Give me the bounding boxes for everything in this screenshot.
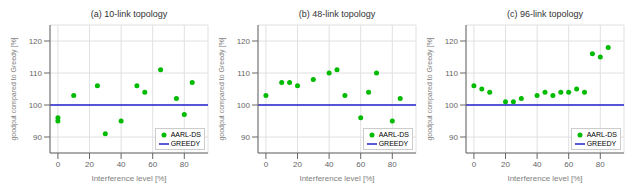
svg-text:100: 100	[237, 101, 251, 110]
html-text:AARL-DS: AARL-DS	[586, 131, 617, 138]
html-text:GREEDY: GREEDY	[170, 140, 201, 147]
svg-text:120: 120	[237, 37, 251, 46]
svg-text:120: 120	[445, 37, 459, 46]
svg-text:110: 110	[237, 69, 250, 78]
svg-text:goodput compared to Greedy [%]: goodput compared to Greedy [%]	[426, 37, 434, 140]
svg-text:60: 60	[564, 160, 573, 169]
svg-text:110: 110	[445, 69, 458, 78]
html-text:GREEDY: GREEDY	[586, 140, 617, 147]
svg-text:90: 90	[241, 133, 250, 142]
svg-text:0: 0	[56, 160, 61, 169]
svg-text:100: 100	[29, 101, 43, 110]
svg-text:60: 60	[356, 160, 365, 169]
html-text:(a) 10-link topology: (a) 10-link topology	[90, 9, 168, 19]
svg-text:Interference level [%]: Interference level [%]	[507, 174, 582, 183]
svg-text:100: 100	[445, 101, 459, 110]
svg-text:80: 80	[180, 160, 189, 169]
svg-text:40: 40	[117, 160, 126, 169]
html-text:AARL-DS: AARL-DS	[170, 131, 201, 138]
svg-text:0: 0	[472, 160, 477, 169]
html-text:(b) 48-link topology: (b) 48-link topology	[298, 9, 376, 19]
svg-text:20: 20	[501, 160, 510, 169]
svg-text:Interference level [%]: Interference level [%]	[91, 174, 166, 183]
svg-text:110: 110	[29, 69, 42, 78]
svg-text:40: 40	[533, 160, 542, 169]
svg-text:Interference level [%]: Interference level [%]	[299, 174, 374, 183]
svg-text:80: 80	[596, 160, 605, 169]
svg-text:0: 0	[264, 160, 269, 169]
svg-text:20: 20	[293, 160, 302, 169]
svg-text:90: 90	[33, 133, 42, 142]
svg-text:40: 40	[325, 160, 334, 169]
svg-text:60: 60	[148, 160, 157, 169]
svg-text:90: 90	[449, 133, 458, 142]
html-text:GREEDY: GREEDY	[378, 140, 409, 147]
svg-text:80: 80	[388, 160, 397, 169]
svg-text:20: 20	[85, 160, 94, 169]
svg-text:120: 120	[29, 37, 43, 46]
html-text:AARL-DS: AARL-DS	[378, 131, 409, 138]
svg-text:goodput compared to Greedy [%]: goodput compared to Greedy [%]	[218, 37, 226, 140]
svg-text:goodput compared to Greedy [%]: goodput compared to Greedy [%]	[10, 37, 18, 140]
html-text:(c) 96-link topology: (c) 96-link topology	[507, 9, 583, 19]
